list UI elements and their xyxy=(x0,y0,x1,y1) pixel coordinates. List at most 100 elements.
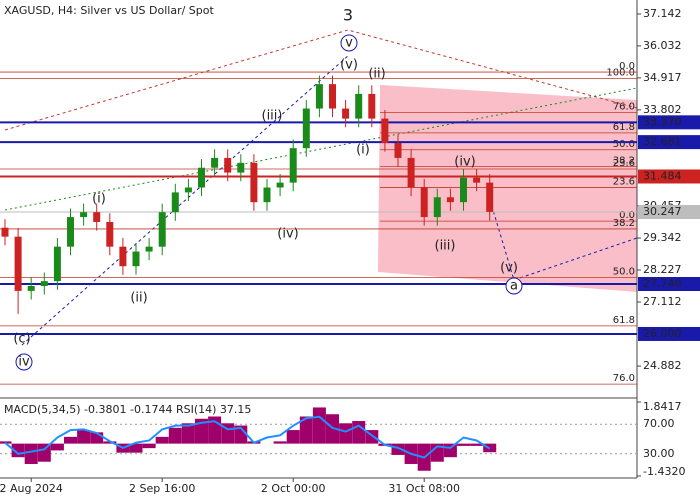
macd-bar xyxy=(470,443,484,446)
candle-body xyxy=(132,251,140,267)
candle-body xyxy=(106,221,114,247)
macd-bar xyxy=(273,441,287,444)
candle-body xyxy=(158,212,166,247)
candle-body xyxy=(276,182,284,188)
macd-bar xyxy=(443,443,457,458)
fib-label: 76.0 xyxy=(613,102,635,113)
macd-bar xyxy=(77,430,91,444)
wave-label: (ii) xyxy=(130,291,147,306)
macd-bar xyxy=(103,441,117,444)
candle-body xyxy=(184,187,192,193)
fib-label: 76.0 xyxy=(613,373,635,384)
level-label: 33.370 xyxy=(643,115,682,128)
level-label: 30.247 xyxy=(643,205,682,218)
macd-bar xyxy=(286,430,300,444)
level-label: 32.681 xyxy=(643,135,682,148)
wave-label: (i) xyxy=(356,143,370,158)
macd-bar xyxy=(64,436,77,444)
trend-line xyxy=(21,54,350,346)
level-box xyxy=(638,205,700,220)
macd-bar xyxy=(195,418,208,444)
trend-line xyxy=(489,199,638,281)
macd-bar xyxy=(37,443,51,462)
candle-body xyxy=(53,246,61,282)
candle-body xyxy=(211,157,219,168)
fib-label: 50.0 xyxy=(613,139,635,150)
rsi-tick-label: 70.00 xyxy=(643,417,675,430)
macd-bar xyxy=(142,443,156,449)
level-box xyxy=(638,115,700,130)
candle-body xyxy=(355,93,363,119)
macd-tick-label: -1.4320 xyxy=(643,465,685,478)
level-label: 26.000 xyxy=(643,327,682,340)
y-tick-label: 29.342 xyxy=(643,231,682,244)
y-tick-label: 33.802 xyxy=(643,103,682,116)
y-tick-label: 27.112 xyxy=(643,295,682,308)
wave-label: (v) xyxy=(500,261,518,276)
macd-bar xyxy=(50,443,64,451)
wave-circle xyxy=(340,34,358,52)
y-tick-label: 28.227 xyxy=(643,263,682,276)
candle-body xyxy=(289,148,297,183)
candle-body xyxy=(224,157,232,173)
candle-body xyxy=(27,286,35,291)
x-tick-label: 2 Sep 16:00 xyxy=(129,482,195,495)
x-tick-label: 2 Aug 2024 xyxy=(0,482,63,495)
candle-body xyxy=(145,246,153,252)
x-tick-label: 31 Oct 08:00 xyxy=(388,482,460,495)
candle-body xyxy=(198,167,205,188)
candle-body xyxy=(14,236,22,291)
fib-label: 23.6 xyxy=(613,176,635,187)
fib-label: 38.2 xyxy=(613,218,635,229)
level-box xyxy=(638,169,700,184)
wave-label: (iii) xyxy=(262,109,283,124)
candle-body xyxy=(171,192,179,213)
candle-body xyxy=(119,246,127,267)
macd-bar xyxy=(181,423,195,444)
projection-zone xyxy=(378,85,637,292)
macd-bar xyxy=(24,443,38,464)
candle-body xyxy=(407,157,415,188)
candle-body xyxy=(433,197,441,218)
macd-bar xyxy=(352,421,366,444)
wave-label: (ii) xyxy=(368,67,385,82)
candle-body xyxy=(329,84,336,109)
candle-body xyxy=(368,93,376,119)
candle-body xyxy=(381,118,389,144)
rsi-tick-label: 30.00 xyxy=(643,447,675,460)
candle-body xyxy=(420,187,428,218)
wave-label: iv xyxy=(18,355,30,370)
wave-label: (v) xyxy=(340,58,358,73)
candle-body xyxy=(460,177,467,203)
wave-circle xyxy=(15,353,33,371)
wave-label: (i) xyxy=(92,192,106,207)
wave-circle xyxy=(505,277,523,295)
candle-body xyxy=(250,162,258,203)
wave-label: a xyxy=(510,279,518,294)
macd-bar xyxy=(339,423,353,444)
macd-bar xyxy=(391,443,405,455)
candle-body xyxy=(315,84,323,109)
wave-label: (iv) xyxy=(277,227,298,242)
candle-body xyxy=(93,212,101,222)
indicator-label: MACD(5,34,5) -0.3801 -0.1744 RSI(14) 37.… xyxy=(4,403,251,416)
fib-label: 61.8 xyxy=(613,122,635,133)
macd-bar xyxy=(90,432,104,444)
candle-body xyxy=(302,108,310,149)
candle-body xyxy=(40,281,48,287)
macd-tick-label: 1.8417 xyxy=(643,400,682,413)
candle-body xyxy=(394,143,402,158)
trend-line xyxy=(4,87,638,211)
y-tick-label: 37.142 xyxy=(643,7,682,20)
candle-body xyxy=(342,108,350,119)
macd-bar xyxy=(312,407,326,444)
y-tick-label: 24.882 xyxy=(643,359,682,372)
fib-label: 61.8 xyxy=(613,315,635,326)
level-label: 27.740 xyxy=(643,277,682,290)
level-box xyxy=(638,276,700,291)
chart-title: XAGUSD, H4: Silver vs US Dollar/ Spot xyxy=(4,4,214,17)
level-box xyxy=(638,135,700,150)
candle-body xyxy=(473,177,481,183)
candle-body xyxy=(263,187,271,203)
